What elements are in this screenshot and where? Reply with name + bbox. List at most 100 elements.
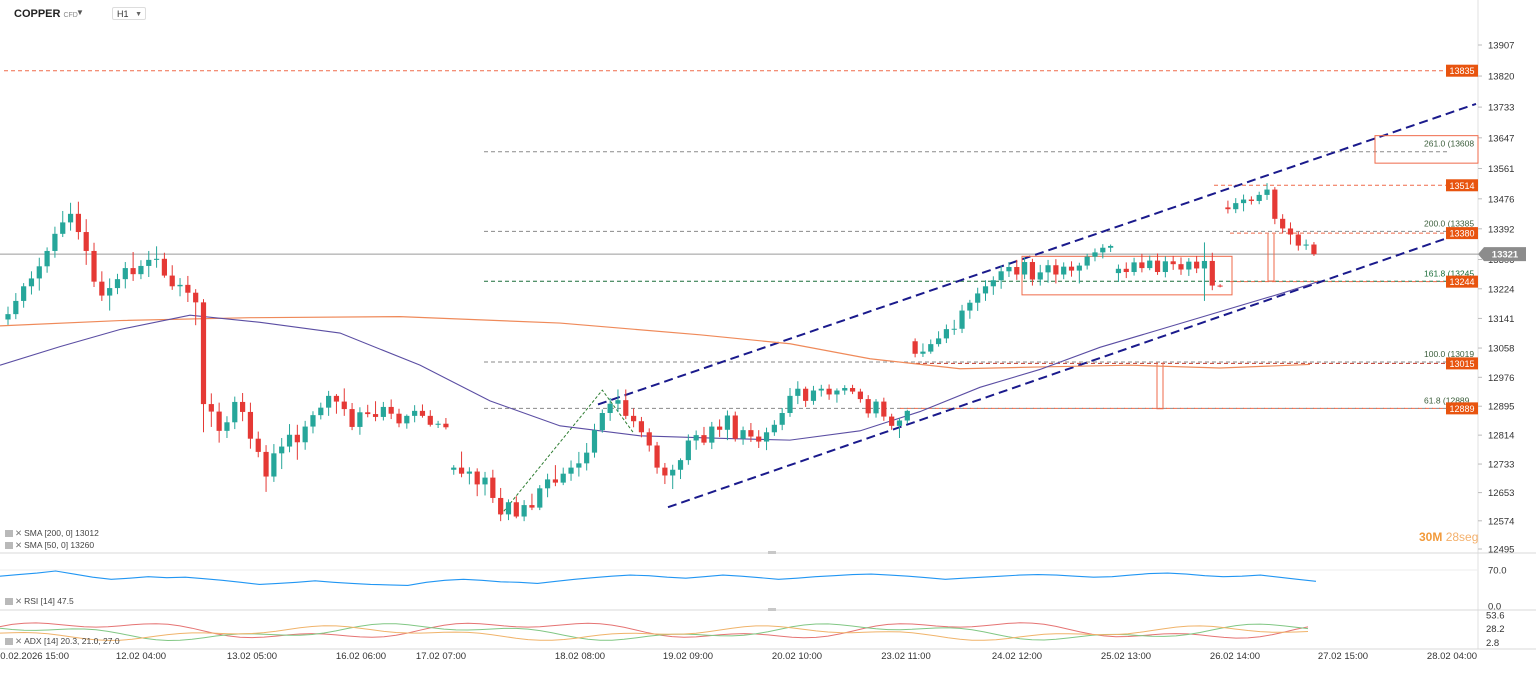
candle [1131, 257, 1137, 276]
candle [333, 394, 340, 414]
candle [380, 401, 386, 421]
sma200-line [0, 316, 1311, 370]
settings-icon[interactable] [5, 542, 13, 550]
candle [740, 426, 746, 445]
candle-body [795, 388, 801, 396]
price-label-text: 13015 [1449, 359, 1474, 369]
candle [1264, 183, 1270, 200]
price-label: 13015 [1446, 357, 1478, 370]
candle-body [904, 410, 910, 421]
candle-body [1037, 272, 1043, 280]
candle-body [255, 438, 261, 452]
candle-body [1061, 266, 1067, 275]
candle [1295, 231, 1301, 251]
fib-label: 61.8 (12889 [1424, 395, 1470, 405]
x-tick-label: 24.02 12:00 [992, 651, 1042, 662]
candle [122, 262, 128, 289]
candle-body [1131, 262, 1137, 273]
candle [1248, 196, 1254, 205]
candle [599, 409, 605, 433]
close-icon[interactable]: ✕ [15, 596, 23, 606]
candle-body [662, 467, 668, 476]
x-tick-label: 27.02 15:00 [1318, 651, 1368, 662]
x-tick-label: 23.02 11:00 [881, 651, 930, 662]
candle [263, 445, 269, 492]
timeframe-selector[interactable]: H1 ▼ [112, 7, 146, 20]
candle [1139, 253, 1145, 273]
candle-body [466, 471, 472, 474]
candle [1147, 255, 1153, 271]
price-label-bg [1446, 227, 1478, 240]
symbol-dropdown-icon[interactable]: ▼ [76, 8, 84, 17]
candle-body [1147, 260, 1153, 269]
candle [75, 201, 81, 240]
close-icon[interactable]: ✕ [15, 636, 23, 646]
candle-body [247, 411, 254, 439]
rsi-label: RSI [14] 47.5 [24, 596, 74, 606]
candle-body [365, 412, 371, 415]
candle [521, 500, 527, 522]
candle-body [99, 281, 105, 296]
candle-body [1194, 261, 1200, 269]
candle [193, 289, 199, 326]
sma200-legend[interactable]: ✕ SMA [200, 0] 13012 [5, 528, 99, 539]
candle [255, 431, 261, 458]
candle [928, 339, 934, 354]
price-label: 12889 [1446, 402, 1478, 415]
candle [318, 402, 324, 420]
channel-lower-line [667, 227, 1477, 509]
candle [1303, 239, 1309, 250]
candle [107, 278, 113, 311]
settings-icon[interactable] [5, 530, 13, 538]
rsi-legend[interactable]: ✕ RSI [14] 47.5 [5, 596, 74, 607]
candle [412, 405, 418, 423]
candle-body [1084, 256, 1090, 266]
candle-body [91, 250, 97, 282]
candle-body [1240, 199, 1247, 204]
candle [482, 471, 488, 496]
candle [724, 410, 731, 441]
close-icon[interactable]: ✕ [15, 540, 23, 550]
candle-body [1014, 267, 1020, 275]
candle [1287, 222, 1294, 245]
x-tick-label: 20.02 10:00 [772, 651, 822, 662]
settings-icon[interactable] [5, 598, 13, 606]
candle [1209, 252, 1215, 291]
y-tick-label: 13907 [1488, 41, 1514, 52]
settings-icon[interactable] [5, 638, 13, 646]
price-label-bg [1446, 402, 1478, 415]
y-tick-label: 12574 [1488, 516, 1514, 527]
candle-body [1225, 207, 1231, 210]
candle-body [560, 473, 566, 483]
candle [21, 283, 27, 308]
y-tick-label: 12495 [1488, 545, 1514, 556]
panel-resize-handle [768, 608, 776, 611]
sma50-label: SMA [50, 0] 13260 [24, 540, 95, 550]
candle-body [834, 390, 840, 395]
candle [271, 444, 277, 482]
candle-body [748, 430, 754, 437]
sub-panels: 70.0 0.053.6 28.2 2.8 [0, 551, 1507, 649]
sma50-line [0, 281, 1317, 441]
candle [240, 393, 246, 422]
adx-legend[interactable]: ✕ ADX [14] 20.3, 21.0, 27.0 [5, 636, 120, 647]
candle [435, 420, 441, 428]
close-icon[interactable]: ✕ [15, 528, 23, 538]
sma50-legend[interactable]: ✕ SMA [50, 0] 13260 [5, 540, 94, 551]
candle [1092, 248, 1098, 262]
price-label-text: 12889 [1449, 404, 1474, 414]
adx-tick-label: 2.8 [1486, 638, 1499, 649]
chart-toolbar: COPPER CFD ▼ H1 ▼ [0, 0, 1480, 26]
price-label: 13514 [1446, 179, 1478, 192]
candle-body [451, 467, 457, 470]
symbol-selector[interactable]: COPPER CFD [14, 8, 78, 20]
candle [232, 396, 238, 430]
candle-body [372, 414, 379, 417]
candle [881, 397, 887, 421]
candle-body [44, 250, 50, 267]
candle-body [521, 505, 527, 517]
candle [161, 252, 167, 278]
candle-body [177, 284, 183, 287]
candle-body [427, 415, 433, 425]
